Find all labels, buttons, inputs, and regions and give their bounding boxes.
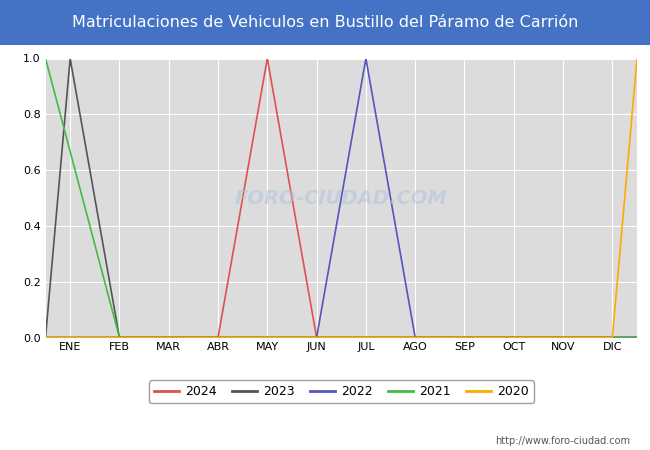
Text: http://www.foro-ciudad.com: http://www.foro-ciudad.com: [495, 436, 630, 446]
2022: [411, 335, 419, 340]
Text: Matriculaciones de Vehiculos en Bustillo del Páramo de Carrión: Matriculaciones de Vehiculos en Bustillo…: [72, 15, 578, 30]
2020: [633, 56, 641, 61]
Legend: 2024, 2023, 2022, 2021, 2020: 2024, 2023, 2022, 2021, 2020: [149, 380, 534, 403]
2023: [66, 56, 74, 61]
2023: [116, 335, 124, 340]
2024: [633, 335, 641, 340]
Line: 2021: 2021: [46, 58, 637, 338]
2022: [42, 335, 49, 340]
2023: [42, 335, 49, 340]
Line: 2023: 2023: [46, 58, 637, 338]
2021: [633, 335, 641, 340]
2022: [633, 335, 641, 340]
2020: [42, 335, 49, 340]
2023: [633, 335, 641, 340]
2020: [608, 335, 616, 340]
Line: 2020: 2020: [46, 58, 637, 338]
2024: [214, 335, 222, 340]
Line: 2024: 2024: [46, 58, 637, 338]
2022: [362, 56, 370, 61]
2021: [116, 335, 124, 340]
2022: [313, 335, 320, 340]
2021: [42, 56, 49, 61]
2024: [313, 335, 320, 340]
2024: [263, 56, 271, 61]
Line: 2022: 2022: [46, 58, 637, 338]
2024: [42, 335, 49, 340]
Text: FORO-CIUDAD.COM: FORO-CIUDAD.COM: [235, 189, 448, 207]
